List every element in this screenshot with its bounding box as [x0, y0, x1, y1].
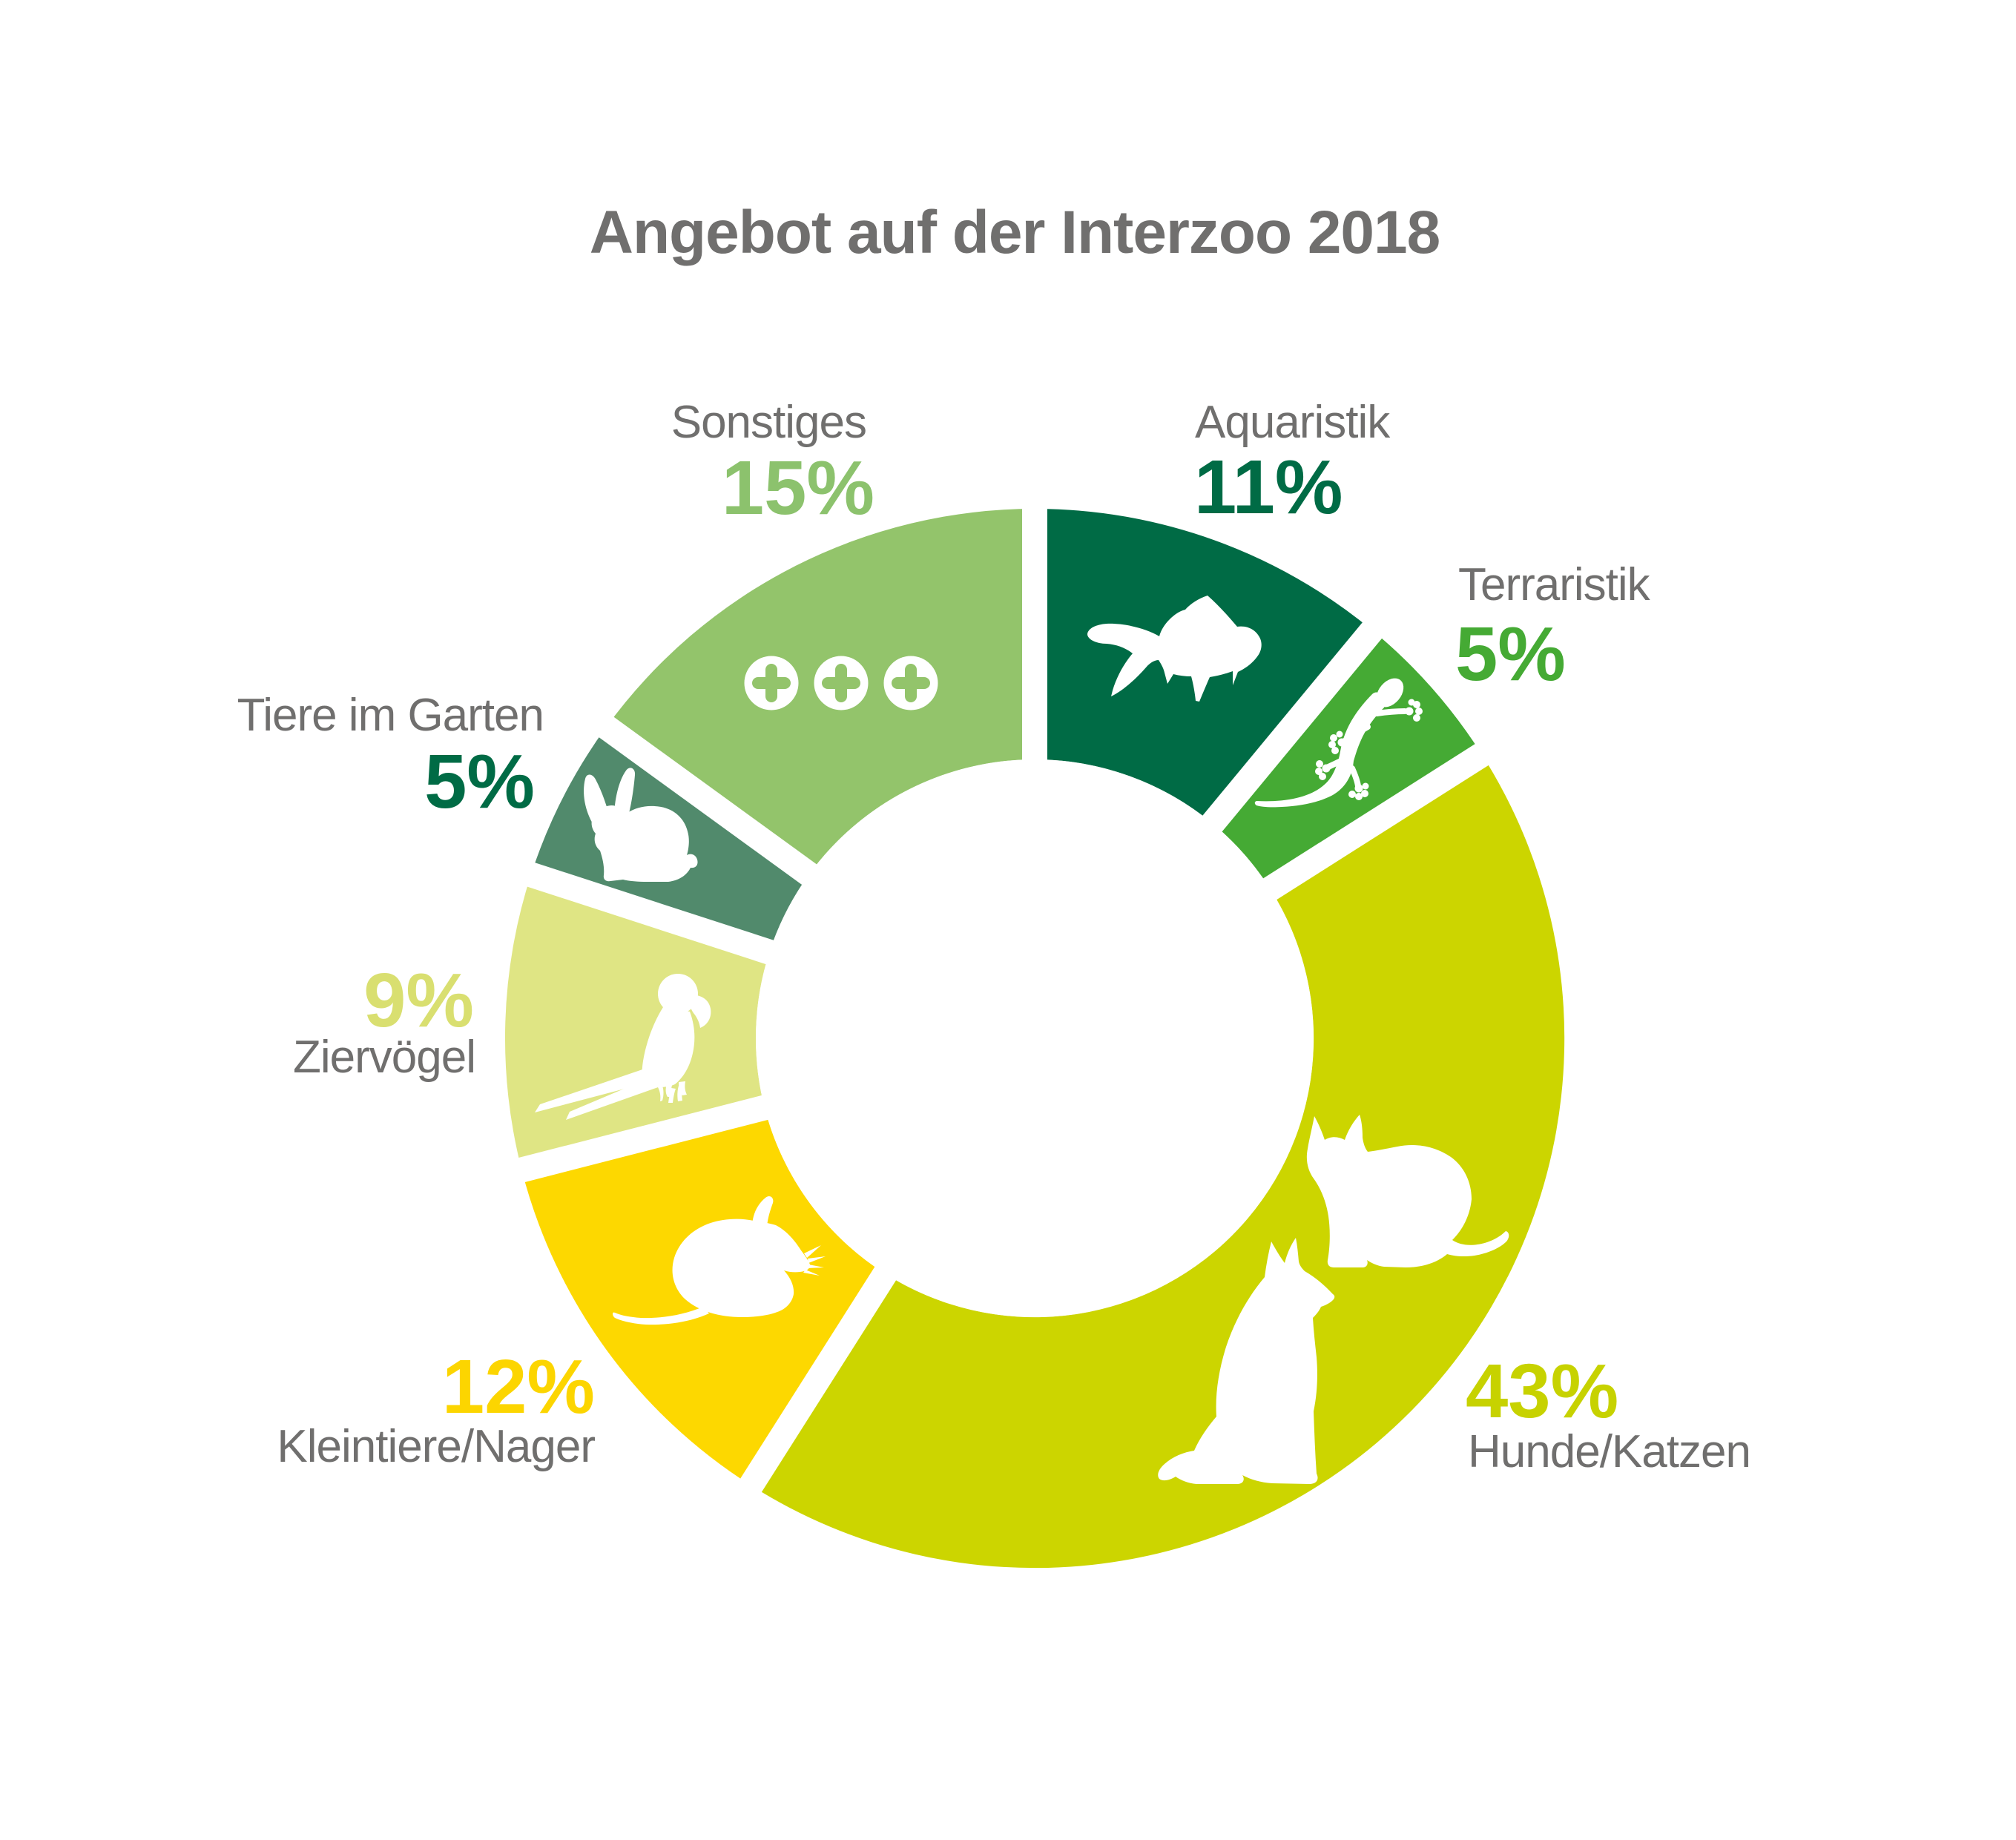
svg-text:Angebot auf der Interzoo 2018: Angebot auf der Interzoo 2018: [590, 199, 1440, 266]
svg-text:Aquaristik: Aquaristik: [1195, 397, 1391, 448]
svg-text:11%: 11%: [1194, 444, 1343, 530]
svg-text:9%: 9%: [363, 957, 474, 1043]
svg-text:43%: 43%: [1466, 1348, 1618, 1434]
svg-text:5%: 5%: [1455, 611, 1566, 696]
svg-text:Terraristik: Terraristik: [1458, 559, 1651, 610]
svg-text:Tiere im Garten: Tiere im Garten: [237, 690, 544, 741]
svg-text:12%: 12%: [442, 1344, 595, 1429]
svg-text:5%: 5%: [424, 739, 535, 824]
svg-text:Ziervögel: Ziervögel: [293, 1032, 475, 1083]
svg-text:Sonstiges: Sonstiges: [671, 397, 866, 448]
svg-text:Hunde/Katzen: Hunde/Katzen: [1468, 1426, 1750, 1477]
svg-text:15%: 15%: [722, 445, 874, 530]
svg-text:Kleintiere/Nager: Kleintiere/Nager: [277, 1421, 595, 1472]
